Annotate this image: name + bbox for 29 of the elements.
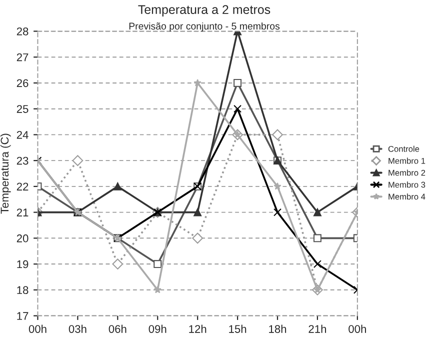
x-tick-label: 15h <box>229 324 246 333</box>
y-tick-label: 20 <box>16 234 28 242</box>
y-tick-label: 23 <box>16 156 28 165</box>
legend-label: Membro 1 <box>388 158 426 164</box>
x-tick-label: 00h <box>348 324 366 333</box>
y-tick-label: 22 <box>16 182 28 190</box>
legend-label: Membro 4 <box>388 193 426 200</box>
y-tick-label: 24 <box>16 130 28 139</box>
y-tick-label: 28 <box>16 27 28 36</box>
y-tick-label: 25 <box>16 105 28 113</box>
y-tick-label: 19 <box>17 260 28 268</box>
x-tick-label: 12h <box>189 324 206 333</box>
x-tick-label: 18h <box>269 324 286 333</box>
x-tick-label: 21h <box>308 324 326 333</box>
y-tick-label: 17 <box>17 312 28 320</box>
x-tick-label: 00h <box>28 324 46 333</box>
y-axis-title: Temperatura (C) <box>0 134 11 214</box>
y-tick-label: 27 <box>16 53 28 62</box>
x-tick-label: 06h <box>108 324 126 333</box>
y-tick-label: 21 <box>16 208 28 216</box>
legend-label: Membro 3 <box>388 182 426 188</box>
x-tick-label: 03h <box>68 324 86 333</box>
chart-subtitle: Previsão por conjunto - 5 membros <box>129 22 280 32</box>
y-tick-label: 26 <box>16 79 28 88</box>
y-tick-label: 18 <box>17 286 28 294</box>
x-tick-label: 09h <box>148 324 166 333</box>
legend-label: Membro 2 <box>388 170 426 176</box>
legend-label: Controle <box>388 146 420 152</box>
chart-title: Temperatura a 2 metros <box>138 5 270 16</box>
